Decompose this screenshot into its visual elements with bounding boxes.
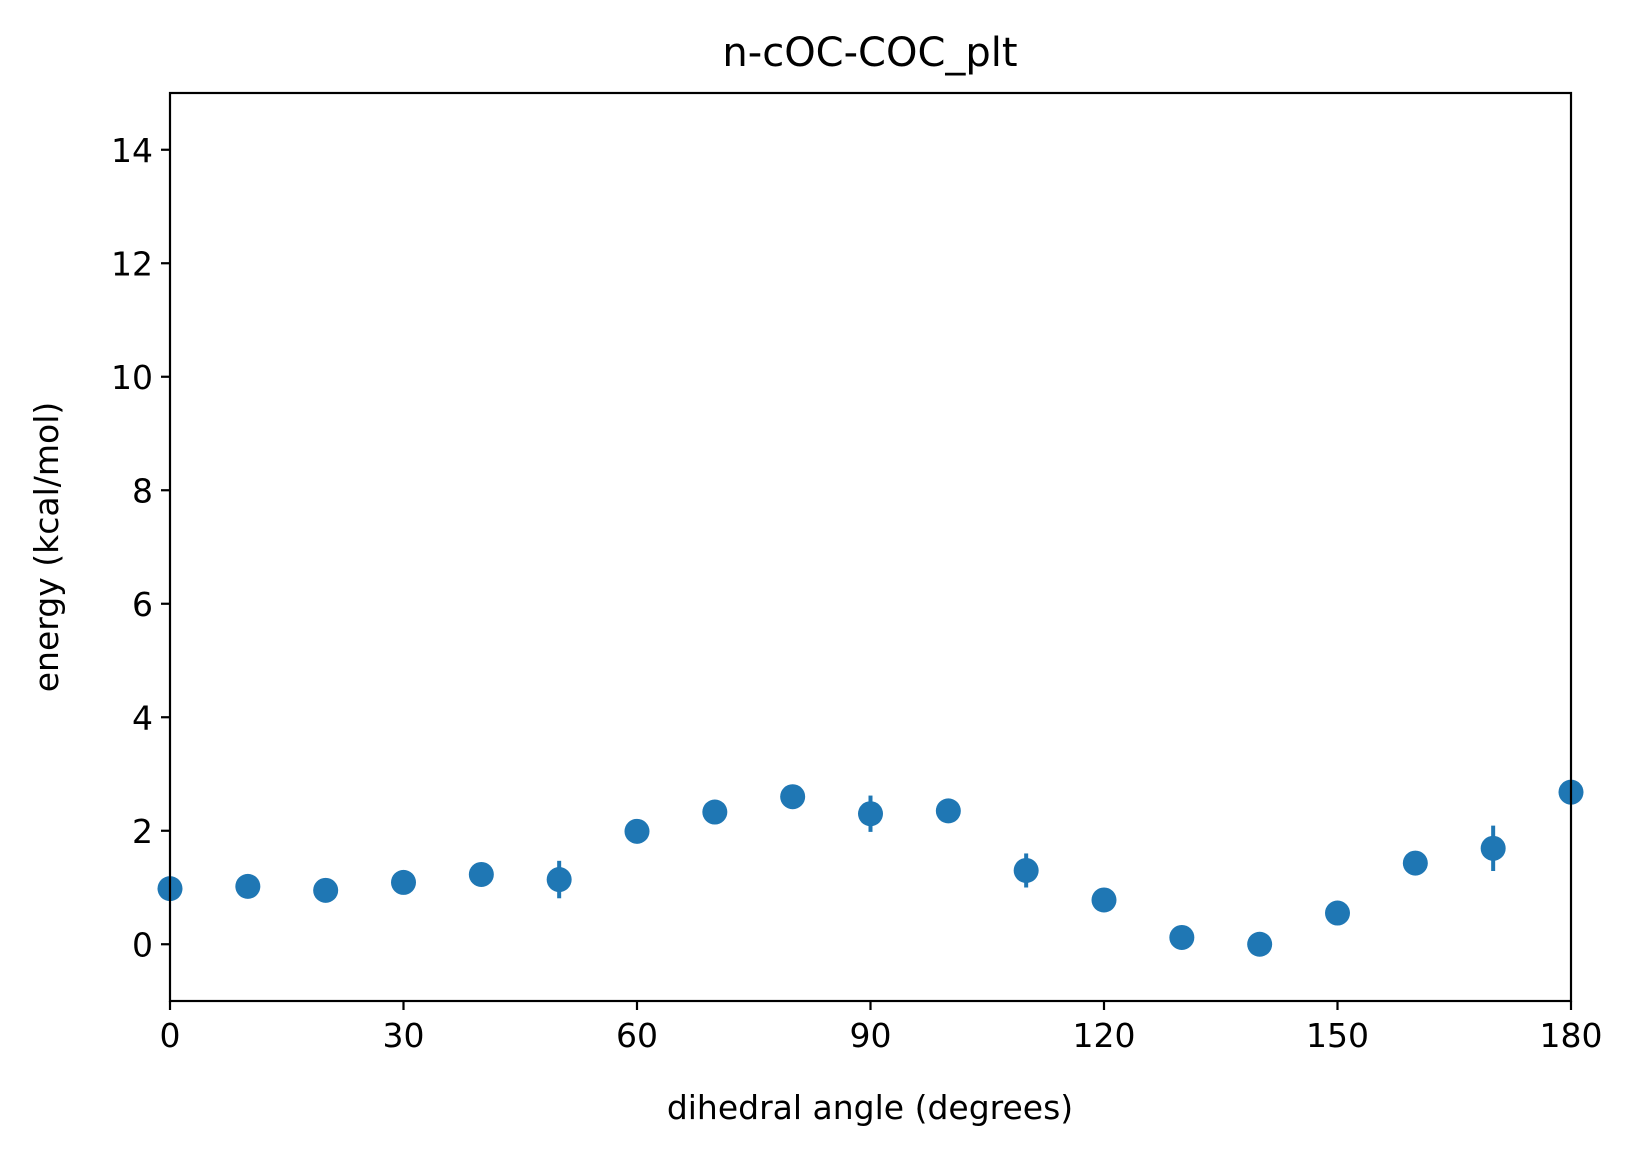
chart-title: n-cOC-COC_plt [722,30,1017,76]
data-point [391,869,416,895]
data-point [235,873,261,899]
y-tick-label: 6 [132,585,153,624]
data-point [1169,924,1195,950]
y-tick-label: 4 [132,698,153,737]
x-tick-label: 0 [160,1016,181,1055]
y-tick-label: 0 [132,925,153,964]
y-tick-label: 10 [111,358,153,397]
data-point [468,861,494,887]
data-point [624,818,650,844]
data-point [780,784,806,810]
data-point [546,867,572,893]
y-tick-label: 2 [132,812,153,851]
x-tick-label: 90 [850,1016,892,1055]
data-point [1013,857,1039,883]
y-tick-label: 8 [132,471,153,510]
x-tick-label: 180 [1540,1016,1603,1055]
data-point [1247,931,1273,957]
y-tick-label: 12 [111,244,153,283]
data-point [702,799,728,825]
y-axis-label: energy (kcal/mol) [27,402,66,693]
data-point [1325,900,1350,926]
data-point [935,798,961,824]
data-point [313,877,339,903]
data-point [1480,835,1506,861]
x-axis-label: dihedral angle (degrees) [667,1088,1073,1127]
data-points [157,779,1584,957]
plot-frame [168,91,1573,1003]
x-tick-label: 120 [1073,1016,1136,1055]
y-tick-label: 14 [111,131,153,170]
data-point [1402,850,1428,876]
x-tick-label: 30 [383,1016,425,1055]
data-point [858,801,883,827]
axis-ticks: 0 30 60 90 120 150 180 0 2 4 6 8 10 12 14 [111,131,1603,1055]
x-tick-label: 60 [616,1016,658,1055]
data-point [1091,887,1117,913]
x-tick-label: 150 [1306,1016,1369,1055]
